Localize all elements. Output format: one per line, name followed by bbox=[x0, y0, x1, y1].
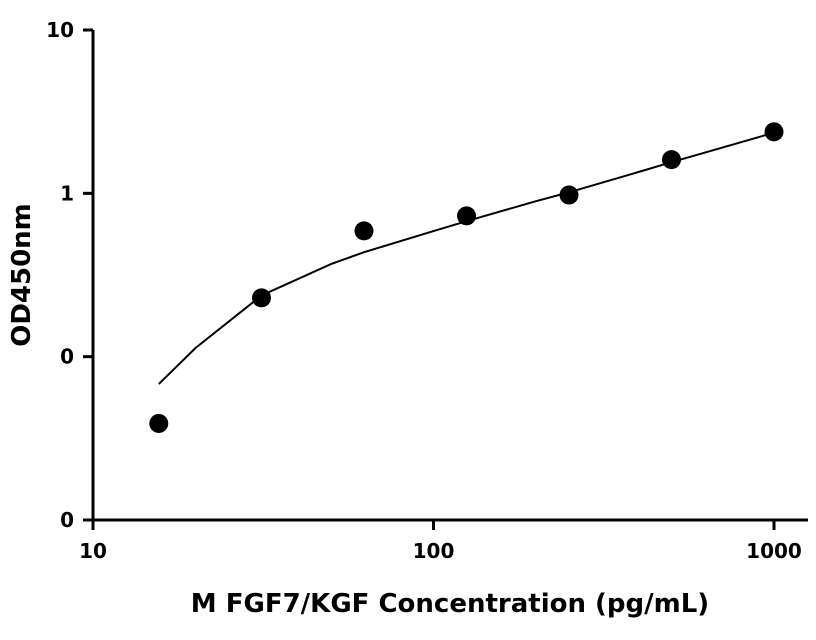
x-axis-ticks: 10 100 1000 bbox=[79, 520, 802, 563]
data-point bbox=[149, 413, 169, 433]
data-points bbox=[149, 122, 784, 433]
x-tick-label: 1000 bbox=[746, 539, 802, 563]
data-point bbox=[251, 288, 271, 308]
data-point bbox=[354, 221, 374, 241]
x-tick-label: 10 bbox=[79, 539, 107, 563]
y-tick-label: 0 bbox=[60, 345, 74, 369]
data-point bbox=[456, 206, 476, 226]
x-axis-title: M FGF7/KGF Concentration (pg/mL) bbox=[191, 589, 709, 619]
y-tick-label: 1 bbox=[60, 181, 74, 205]
y-axis-ticks: 0 0 1 10 bbox=[46, 18, 93, 532]
y-axis-title: OD450nm bbox=[7, 203, 37, 347]
y-tick-label: 10 bbox=[46, 18, 74, 42]
data-point bbox=[661, 150, 681, 170]
data-point bbox=[559, 185, 579, 205]
y-tick-label: 0 bbox=[60, 508, 74, 532]
data-point bbox=[764, 122, 784, 142]
fit-curve bbox=[158, 131, 775, 385]
x-tick-label: 100 bbox=[413, 539, 455, 563]
